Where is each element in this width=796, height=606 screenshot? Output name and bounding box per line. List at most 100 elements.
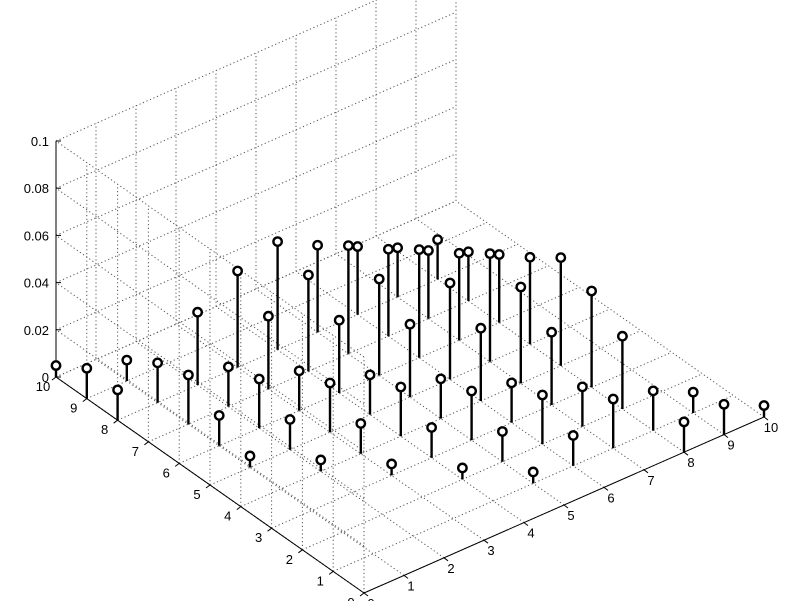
floor-grid-line <box>95 358 405 576</box>
floor-grid-line <box>271 351 672 529</box>
floor-grid-line <box>86 222 488 400</box>
floor-grid-line <box>178 286 580 464</box>
floor-grid-line <box>302 373 703 551</box>
y-tick-label: 3 <box>255 530 262 545</box>
wall-grid-line <box>55 0 378 142</box>
x-tick-label: 0 <box>367 596 374 601</box>
stem-marker <box>192 306 204 318</box>
z-tick-label: 0 <box>42 370 49 385</box>
x-tick-mark <box>403 575 409 579</box>
y-tick-label: 9 <box>70 401 77 416</box>
stem-marker <box>364 369 376 381</box>
stem-marker <box>678 416 690 428</box>
x-tick-mark <box>683 451 689 456</box>
x-tick-mark <box>563 504 569 509</box>
stem-marker <box>386 458 397 470</box>
stem-marker <box>617 330 628 342</box>
stem-marker <box>355 418 367 429</box>
stem-marker <box>607 393 619 405</box>
stem-marker <box>315 454 327 466</box>
stem-marker <box>647 385 659 397</box>
z-tick-label: 0.04 <box>24 276 49 291</box>
y-tick-mark <box>236 506 242 511</box>
stem-marker <box>382 243 394 255</box>
stem-marker <box>567 430 579 441</box>
x-tick-label: 3 <box>487 543 494 558</box>
stem-marker <box>342 240 354 252</box>
y-tick-label: 10 <box>36 379 50 394</box>
stem-marker <box>444 277 456 289</box>
grid-layer <box>55 0 765 594</box>
stem-marker <box>284 414 296 425</box>
stem-marker <box>392 242 403 254</box>
stem-marker <box>537 389 548 401</box>
y-tick-label: 4 <box>224 509 231 524</box>
wall-grid-line <box>55 153 457 331</box>
wall-grid-line <box>55 58 457 236</box>
stem-marker <box>496 426 508 437</box>
stem-marker <box>577 381 588 393</box>
stem-marker <box>718 398 730 410</box>
stem-marker <box>758 400 770 411</box>
tick-layer: 01234567891001234567891000.020.040.060.0… <box>24 134 779 606</box>
stem-marker <box>413 244 425 256</box>
stem-marker <box>475 322 487 334</box>
stem-marker <box>395 381 407 393</box>
stem-marker <box>422 245 434 256</box>
x-tick-label: 5 <box>567 508 574 523</box>
y-tick-mark <box>113 419 118 424</box>
z-tick-label: 0.02 <box>24 323 49 338</box>
y-tick-label: 1 <box>317 573 324 588</box>
stem-marker <box>293 365 305 377</box>
stem-marker <box>527 466 539 478</box>
x-tick-label: 9 <box>727 438 734 453</box>
x-tick-label: 10 <box>764 420 778 435</box>
x-tick-mark <box>363 592 369 597</box>
y-tick-mark <box>144 441 149 446</box>
stem-marker <box>333 314 345 326</box>
floor-grid-line <box>332 394 734 572</box>
x-tick-label: 7 <box>647 473 654 488</box>
stem-marker <box>352 241 363 252</box>
floor-grid-line <box>117 243 518 421</box>
x-tick-mark <box>443 557 449 562</box>
stem-marker <box>253 373 265 385</box>
stem-marker <box>182 369 194 381</box>
stem-marker <box>453 247 465 259</box>
stem-marker <box>435 373 447 385</box>
x-tick-label: 6 <box>607 490 614 505</box>
stem-marker <box>213 410 225 421</box>
stem-marker <box>244 450 256 462</box>
z-tick-label: 0.06 <box>24 228 49 243</box>
x-tick-mark <box>643 469 649 474</box>
wall-grid-line <box>55 329 365 547</box>
y-tick-mark <box>267 527 272 532</box>
stem-marker <box>373 273 385 285</box>
stem-marker <box>506 377 517 389</box>
x-tick-label: 4 <box>527 526 534 541</box>
x-tick-mark <box>603 486 609 491</box>
y-tick-mark <box>51 376 57 381</box>
z-tick-label: 0.1 <box>31 134 49 149</box>
stem-marker <box>262 310 274 322</box>
wall-grid-line <box>55 11 457 189</box>
stem-marker <box>515 281 527 293</box>
stem-marker <box>302 269 314 281</box>
y-tick-label: 5 <box>193 487 200 502</box>
y-tick-mark <box>82 398 88 403</box>
x-tick-mark <box>483 539 489 544</box>
stem-marker <box>232 265 244 277</box>
stem-marker <box>121 354 133 366</box>
stem-layer <box>50 234 770 484</box>
x-tick-mark <box>523 522 529 526</box>
stem-marker <box>546 326 557 338</box>
y-tick-mark <box>174 462 180 467</box>
x-tick-mark <box>763 416 769 421</box>
y-tick-label: 7 <box>132 444 139 459</box>
stem-marker <box>493 249 505 260</box>
y-tick-mark <box>205 484 211 489</box>
stem-marker <box>112 384 124 396</box>
stem-marker <box>81 362 93 374</box>
